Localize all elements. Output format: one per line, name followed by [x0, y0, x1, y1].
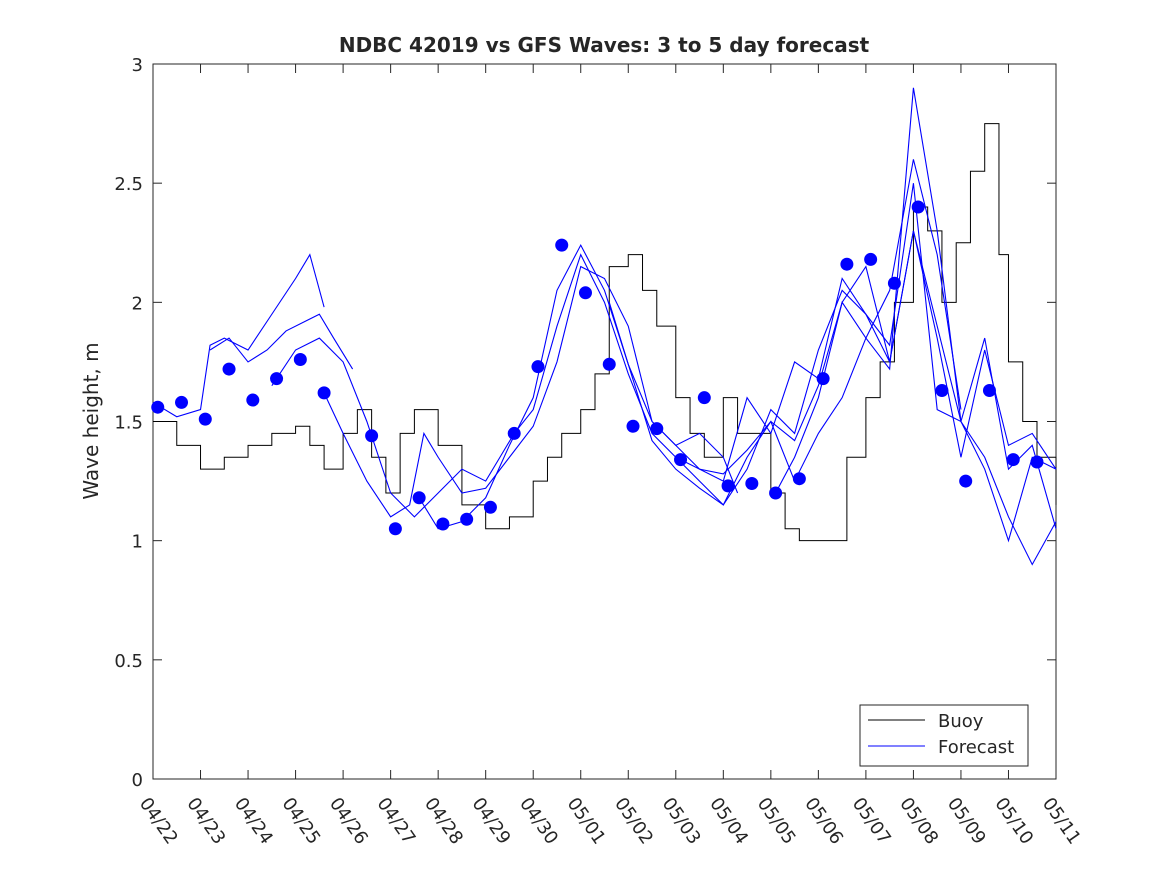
forecast-point	[507, 426, 521, 440]
y-tick-label: 2	[132, 293, 143, 314]
x-tick-label: 04/25	[277, 794, 324, 849]
forecast-point	[436, 517, 450, 531]
forecast-run-line	[775, 230, 1057, 494]
forecast-point	[270, 372, 284, 386]
forecast-point	[721, 479, 735, 493]
forecast-point	[697, 391, 711, 405]
forecast-point	[840, 257, 854, 271]
x-tick-label: 04/24	[230, 794, 277, 849]
forecast-point	[388, 522, 402, 536]
x-tick-label: 05/08	[895, 794, 942, 849]
forecast-run-line	[271, 337, 515, 518]
forecast-point	[816, 372, 830, 386]
forecast-point	[198, 412, 212, 426]
forecast-point	[151, 400, 165, 414]
forecast-point	[317, 386, 331, 400]
x-tick-label: 04/22	[135, 794, 182, 849]
forecast-point	[293, 353, 307, 367]
x-tick-label: 04/29	[468, 794, 515, 849]
forecast-point	[222, 362, 236, 376]
forecast-run-line	[418, 159, 962, 530]
x-tick-label: 05/11	[1038, 794, 1085, 849]
forecast-point	[602, 357, 616, 371]
forecast-point	[959, 474, 973, 488]
forecast-point	[412, 491, 426, 505]
forecast-point	[555, 238, 569, 252]
forecast-point	[626, 419, 640, 433]
y-axis-label: Wave height, m	[79, 342, 103, 499]
forecast-point	[175, 395, 189, 409]
buoy-series-line	[153, 123, 1057, 542]
x-tick-label: 05/07	[848, 794, 895, 849]
forecast-point	[982, 384, 996, 398]
plot-area	[152, 63, 1057, 780]
y-tick-label: 0.5	[114, 651, 143, 672]
forecast-point	[483, 500, 497, 514]
forecast-run-line	[513, 230, 1057, 566]
forecast-point	[1006, 453, 1020, 467]
forecast-point	[650, 422, 664, 436]
forecast-point	[1030, 455, 1044, 469]
x-tick-label: 05/09	[943, 794, 990, 849]
y-tick-label: 1	[132, 532, 143, 553]
forecast-point	[792, 472, 806, 486]
series-layer	[151, 87, 1057, 566]
x-tick-label: 04/27	[373, 794, 420, 849]
forecast-run-line	[608, 87, 1057, 543]
forecast-run-line	[152, 253, 325, 418]
forecast-point	[531, 360, 545, 374]
forecast-point	[745, 476, 759, 490]
x-tick-label: 05/06	[800, 794, 847, 849]
x-tick-label: 04/26	[325, 794, 372, 849]
x-tick-label: 05/01	[563, 794, 610, 849]
forecast-point	[365, 429, 379, 443]
x-tick-label: 04/30	[515, 794, 562, 849]
x-tick-label: 04/23	[182, 794, 229, 849]
forecast-point	[887, 276, 901, 290]
forecast-point	[460, 512, 474, 526]
forecast-point	[864, 252, 878, 266]
x-tick-label: 05/02	[610, 794, 657, 849]
y-tick-label: 0	[132, 770, 143, 791]
plot-frame	[152, 63, 1057, 780]
forecast-point	[911, 200, 925, 214]
forecast-run-line	[209, 313, 354, 370]
x-tick-label: 05/10	[990, 794, 1037, 849]
x-tick-label: 05/04	[705, 794, 752, 849]
legend: Buoy Forecast	[859, 704, 1029, 767]
x-tick-label: 04/28	[420, 794, 467, 849]
legend-box	[859, 704, 1029, 767]
forecast-point	[769, 486, 783, 500]
forecast-point	[246, 393, 260, 407]
y-tick-label: 1.5	[114, 413, 143, 434]
y-tick-label: 3	[132, 55, 143, 76]
y-axis-ticks: 0 0.5 1 1.5 2 2.5 3	[114, 55, 1056, 791]
x-tick-label: 05/03	[658, 794, 705, 849]
chart-title: NDBC 42019 vs GFS Waves: 3 to 5 day fore…	[339, 33, 870, 57]
legend-forecast-label: Forecast	[938, 737, 1014, 758]
y-tick-label: 2.5	[114, 174, 143, 195]
forecast-point	[578, 286, 592, 300]
forecast-point	[935, 384, 949, 398]
x-tick-label: 05/05	[753, 794, 800, 849]
forecast-point	[674, 453, 688, 467]
legend-buoy-label: Buoy	[938, 711, 984, 732]
